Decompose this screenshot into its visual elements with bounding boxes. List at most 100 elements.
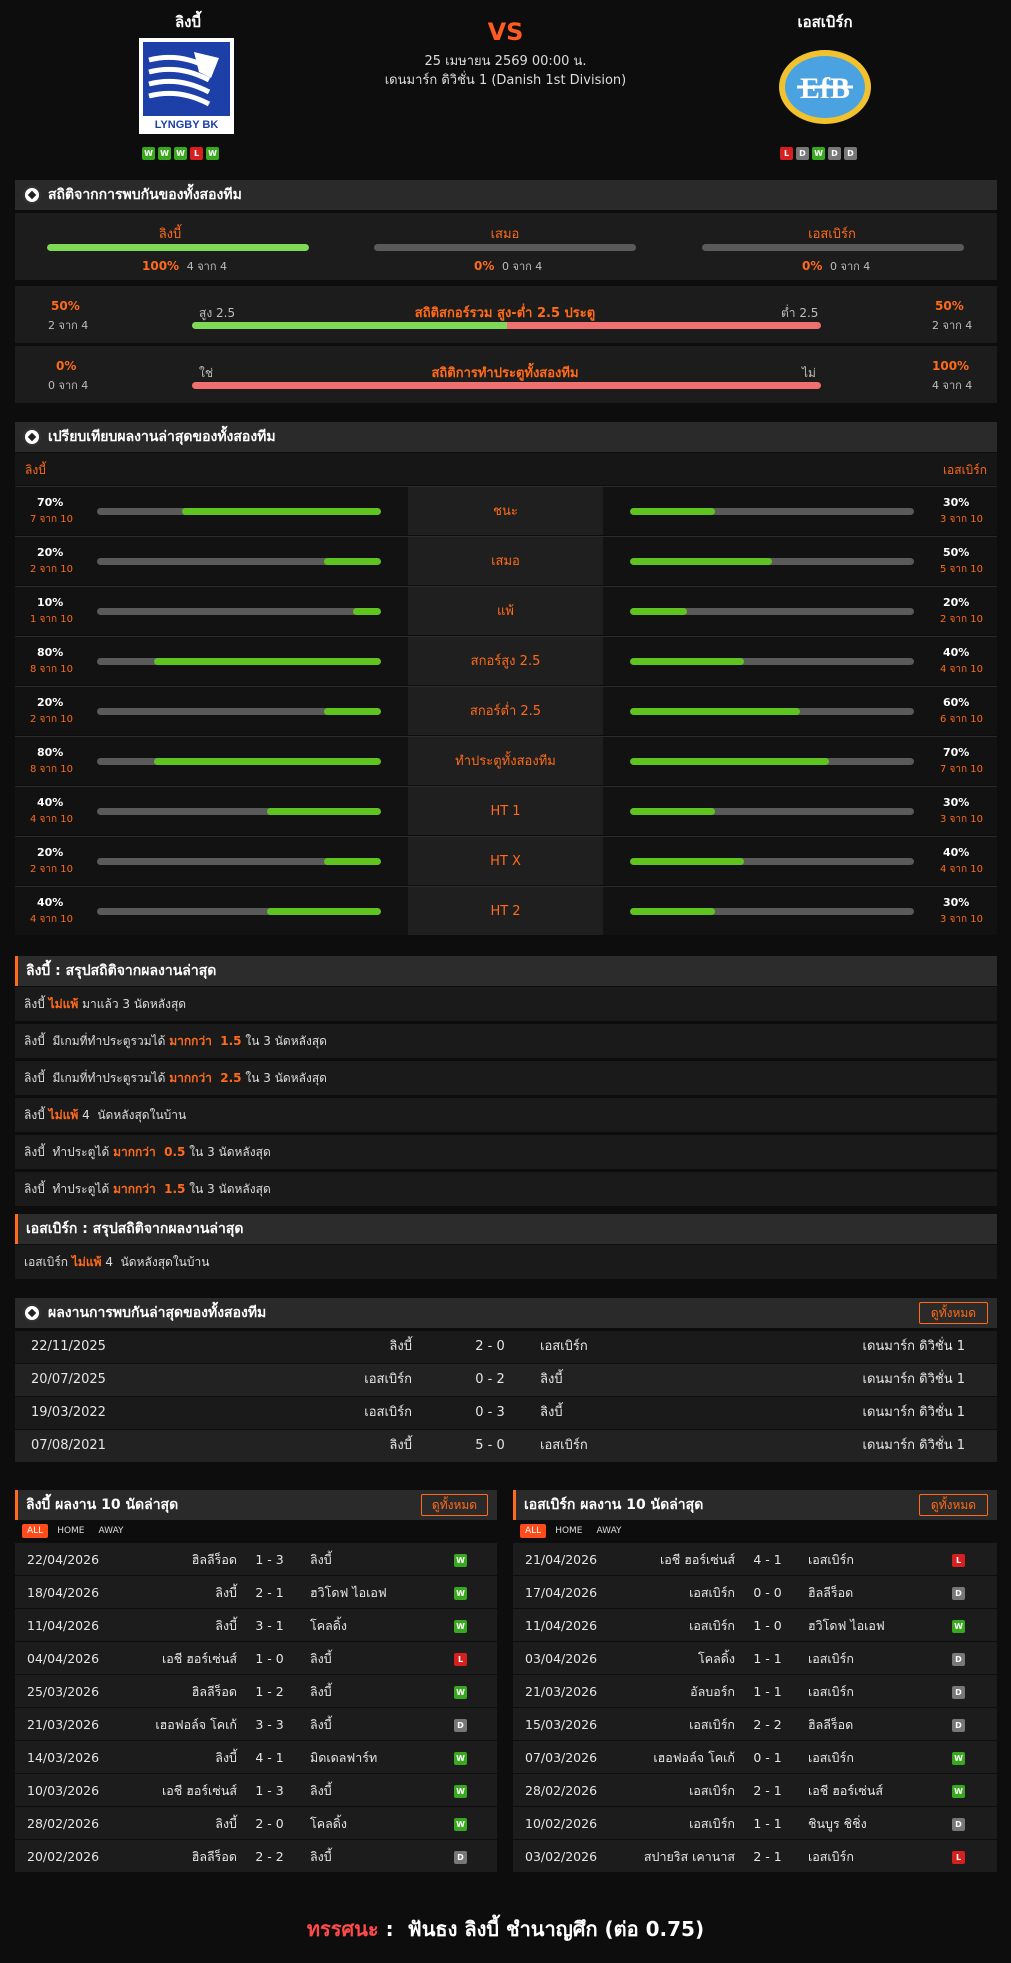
table-row[interactable]: 07/08/2021 ลิงบี้ 5 - 0 เอสเบิร์ก เดนมาร์ก ด… <box>15 1430 997 1462</box>
btts-yes-label: ใช่ <box>199 366 214 380</box>
bar-fill <box>192 322 507 329</box>
away-count: 4 จาก 10 <box>940 664 983 675</box>
summary-text-a: ลิงบี้ ทำประตูได้ <box>24 1182 110 1196</box>
result-badge: D <box>952 1719 965 1732</box>
table-row[interactable]: 19/03/2022 เอสเบิร์ก 0 - 3 ลิงบี้ เดนมาร์ก ด… <box>15 1397 997 1429</box>
table-row[interactable]: 28/02/2026 ลิงบี้ 2 - 0 โคลดิ้ง W <box>15 1807 497 1840</box>
match-league: เดนมาร์ก ดิวิชั่น 1 (Danish 1st Division… <box>384 73 627 88</box>
compare-row: 40% 4 จาก 10 HT 1 30% 3 จาก 10 <box>15 786 997 835</box>
home-team: เอสเบิร์ก <box>364 1372 412 1387</box>
tab-home[interactable]: HOME <box>57 1526 85 1536</box>
away-bar <box>630 508 914 515</box>
table-row[interactable]: 11/04/2026 เอสเบิร์ก 1 - 0 ฮวิโดฟ ไอเอฟ W <box>513 1609 997 1642</box>
summary-text-c: มาแล้ว 3 นัดหลังสุด <box>82 997 187 1011</box>
away-win-bar <box>702 244 964 251</box>
match-date: 25/03/2026 <box>27 1684 100 1699</box>
home-pct: 100% <box>142 259 180 273</box>
tab-home[interactable]: HOME <box>555 1526 583 1536</box>
home-team: ลิงบี้ <box>389 1438 412 1453</box>
summary-row: ลิงบี้ มีเกมที่ทำประตูรวมได้ มากกว่า 1.5… <box>15 1024 997 1058</box>
table-row[interactable]: 22/11/2025 ลิงบี้ 2 - 0 เอสเบิร์ก เดนมาร์ก ด… <box>15 1331 997 1363</box>
away-team: ลิงบี้ <box>310 1684 332 1699</box>
home-pct: 70% <box>37 496 64 509</box>
away-bar-fill <box>630 908 716 915</box>
over-label: สูง 2.5 <box>199 306 236 320</box>
away-team: ลิงบี้ <box>310 1849 332 1864</box>
home-count: 8 จาก 10 <box>30 764 73 775</box>
away-form-view-all-button[interactable]: ดูทั้งหมด <box>919 1494 988 1516</box>
home-count: 4 จาก 4 <box>186 260 227 273</box>
home-team: เฮอฟอล์จ โคเก้ <box>155 1717 237 1732</box>
btts-yes-count: 0 จาก 4 <box>48 379 89 392</box>
home-count: 4 จาก 10 <box>30 914 73 925</box>
table-row[interactable]: 04/04/2026 เอชี ฮอร์เซ่นส์ 1 - 0 ลิงบี้ L <box>15 1642 497 1675</box>
away-form-badges: L D W D D <box>780 147 857 160</box>
table-row[interactable]: 25/03/2026 ฮิลลีร็อด 1 - 2 ลิงบี้ W <box>15 1675 497 1708</box>
away-team: ฮิลลีร็อด <box>808 1585 854 1600</box>
away-pct: 30% <box>943 496 970 509</box>
home-label: ลิงบี้ <box>158 227 182 242</box>
away-count: 3 จาก 10 <box>940 914 983 925</box>
home-team: ฮิลลีร็อด <box>191 1684 237 1699</box>
result-badge: L <box>952 1554 965 1567</box>
match-score: 2 - 1 <box>255 1585 284 1600</box>
table-row[interactable]: 17/04/2026 เอสเบิร์ก 0 - 0 ฮิลลีร็อด D <box>513 1576 997 1609</box>
match-date: 20/02/2026 <box>27 1849 100 1864</box>
summary-highlight: มากกว่า 0.5 <box>113 1145 186 1159</box>
match-date: 11/04/2026 <box>27 1618 100 1633</box>
table-row[interactable]: 03/02/2026 สปายริส เคานาส 2 - 1 เอสเบิร์ก L <box>513 1840 997 1873</box>
away-pct: 50% <box>943 546 970 559</box>
h2h-view-all-button[interactable]: ดูทั้งหมด <box>919 1302 988 1324</box>
home-bar <box>97 658 381 665</box>
section-title: ผลงานการพบกันล่าสุดของทั้งสองทีม <box>48 1305 267 1321</box>
summary-row: ลิงบี้ ทำประตูได้ มากกว่า 1.5 ใน 3 นัดหล… <box>15 1172 997 1206</box>
away-team: โคลดิ้ง <box>310 1816 347 1831</box>
away-team: เอสเบิร์ก <box>808 1684 854 1699</box>
match-date: 22/11/2025 <box>31 1339 106 1354</box>
table-row[interactable]: 10/03/2026 เอชี ฮอร์เซ่นส์ 1 - 3 ลิงบี้ W <box>15 1774 497 1807</box>
table-row[interactable]: 21/03/2026 เฮอฟอล์จ โคเก้ 3 - 3 ลิงบี้ D <box>15 1708 497 1741</box>
home-team: โคลดิ้ง <box>698 1651 735 1666</box>
away-count: 6 จาก 10 <box>940 714 983 725</box>
table-row[interactable]: 28/02/2026 เอสเบิร์ก 2 - 1 เอชี ฮอร์เซ่นส์ W <box>513 1774 997 1807</box>
result-badge: W <box>952 1752 965 1765</box>
table-row[interactable]: 10/02/2026 เอสเบิร์ก 1 - 1 ชินบูร ชิชิ่ง D <box>513 1807 997 1840</box>
draw-bar <box>374 244 636 251</box>
table-row[interactable]: 20/02/2026 ฮิลลีร็อด 2 - 2 ลิงบี้ D <box>15 1840 497 1873</box>
table-row[interactable]: 15/03/2026 เอสเบิร์ก 2 - 2 ฮิลลีร็อด D <box>513 1708 997 1741</box>
away-bar-fill <box>630 808 716 815</box>
table-row[interactable]: 03/04/2026 โคลดิ้ง 1 - 1 เอสเบิร์ก D <box>513 1642 997 1675</box>
home-pct: 40% <box>37 796 64 809</box>
btts-yes-pct: 0% <box>56 359 77 373</box>
away-count: 5 จาก 10 <box>940 564 983 575</box>
table-row[interactable]: 21/03/2026 อัลบอร์ก 1 - 1 เอสเบิร์ก D <box>513 1675 997 1708</box>
match-score: 2 - 1 <box>753 1783 782 1798</box>
summary-text-a: เอสเบิร์ก <box>24 1255 69 1269</box>
tab-away[interactable]: AWAY <box>98 1526 124 1536</box>
match-score: 4 - 1 <box>255 1750 284 1765</box>
table-row[interactable]: 20/07/2025 เอสเบิร์ก 0 - 2 ลิงบี้ เดนมาร์ก ด… <box>15 1364 997 1396</box>
section-title: สถิติจากการพบกันของทั้งสองทีม <box>48 187 242 203</box>
home-form-badges: W W W L W <box>142 147 219 160</box>
prediction-text: ฟันธง ลิงบี้ ชำนาญศึก (ต่อ 0.75) <box>407 1917 705 1941</box>
compare-row: 70% 7 จาก 10 ชนะ 30% 3 จาก 10 <box>15 486 997 535</box>
table-row[interactable]: 22/04/2026 ฮิลลีร็อด 1 - 3 ลิงบี้ W <box>15 1543 497 1576</box>
table-row[interactable]: 21/04/2026 เอชี ฮอร์เซ่นส์ 4 - 1 เอสเบิร์ก L <box>513 1543 997 1576</box>
tab-all[interactable]: ALL <box>22 1524 49 1538</box>
table-row[interactable]: 07/03/2026 เฮอฟอล์จ โคเก้ 0 - 1 เอสเบิร์ก W <box>513 1741 997 1774</box>
vs-label: VS <box>487 18 524 46</box>
result-badge: D <box>952 1686 965 1699</box>
tab-away[interactable]: AWAY <box>596 1526 622 1536</box>
table-row[interactable]: 14/03/2026 ลิงบี้ 4 - 1 มิดเดลฟาร์ท W <box>15 1741 497 1774</box>
home-team: ลิงบี้ <box>215 1585 237 1600</box>
away-team: เอชี ฮอร์เซ่นส์ <box>808 1783 884 1798</box>
prediction-sep: : <box>378 1917 408 1941</box>
table-row[interactable]: 18/04/2026 ลิงบี้ 2 - 1 ฮวิโดฟ ไอเอฟ W <box>15 1576 497 1609</box>
tab-all[interactable]: ALL <box>520 1524 547 1538</box>
result-badge: W <box>454 1587 467 1600</box>
table-row[interactable]: 11/04/2026 ลิงบี้ 3 - 1 โคลดิ้ง W <box>15 1609 497 1642</box>
form-badge: D <box>796 147 809 160</box>
home-form-view-all-button[interactable]: ดูทั้งหมด <box>421 1494 488 1516</box>
match-score: 2 - 2 <box>255 1849 284 1864</box>
match-date: 07/03/2026 <box>525 1750 598 1765</box>
